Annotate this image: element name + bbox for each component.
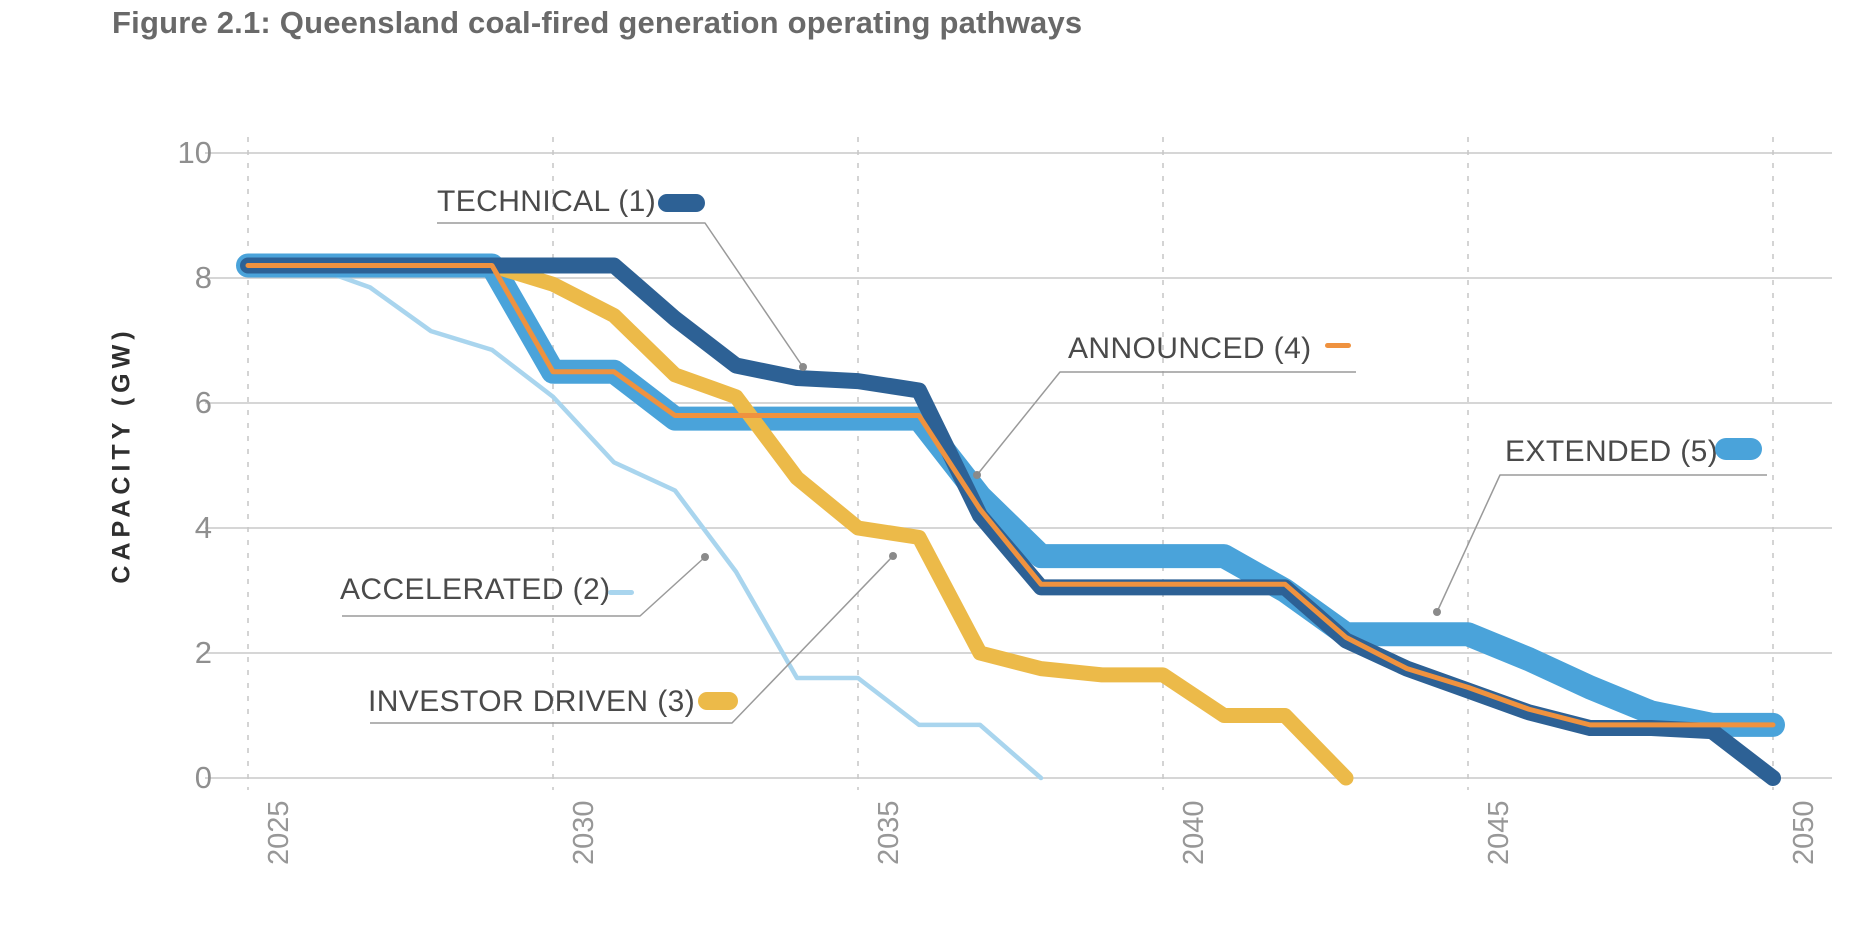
- extended-legend-swatch: [1715, 438, 1762, 460]
- leader-dot-technical: [799, 363, 807, 371]
- y-tick-8: 8: [194, 260, 212, 295]
- label-leader-lines: [342, 222, 1767, 724]
- leader-dot-extended: [1433, 608, 1441, 616]
- series-label-extended: EXTENDED (5): [1505, 435, 1719, 468]
- series-label-technical: TECHNICAL (1): [437, 185, 657, 218]
- gridlines: [205, 137, 1832, 790]
- x-tick-2040: 2040: [1178, 800, 1210, 865]
- leader-dot-announced: [973, 471, 981, 479]
- x-tick-2045: 2045: [1483, 800, 1515, 865]
- series-label-investor-driven: INVESTOR DRIVEN (3): [368, 685, 696, 718]
- series-label-announced: ANNOUNCED (4): [1068, 332, 1312, 365]
- chart-title: Figure 2.1: Queensland coal-fired genera…: [112, 5, 1083, 40]
- x-tick-2025: 2025: [263, 800, 295, 865]
- investor-driven-legend-swatch: [698, 692, 738, 710]
- y-tick-6: 6: [194, 385, 212, 420]
- y-tick-0: 0: [194, 760, 212, 795]
- y-tick-2: 2: [194, 635, 212, 670]
- announced-legend-swatch: [1325, 343, 1351, 348]
- accelerated-legend-swatch: [608, 590, 634, 595]
- technical-legend-swatch: [658, 194, 705, 212]
- x-tick-2050: 2050: [1788, 800, 1820, 865]
- series-accelerated: [245, 263, 1044, 781]
- series-label-accelerated: ACCELERATED (2): [340, 573, 611, 606]
- series-technical: [240, 257, 1781, 786]
- leader-dot-investor: [889, 552, 897, 560]
- y-tick-10: 10: [177, 135, 212, 170]
- x-tick-2030: 2030: [568, 800, 600, 865]
- series-announced: [245, 263, 1776, 728]
- leader-dot-accelerated: [701, 553, 709, 561]
- x-tick-2035: 2035: [873, 800, 905, 865]
- y-tick-4: 4: [194, 510, 212, 545]
